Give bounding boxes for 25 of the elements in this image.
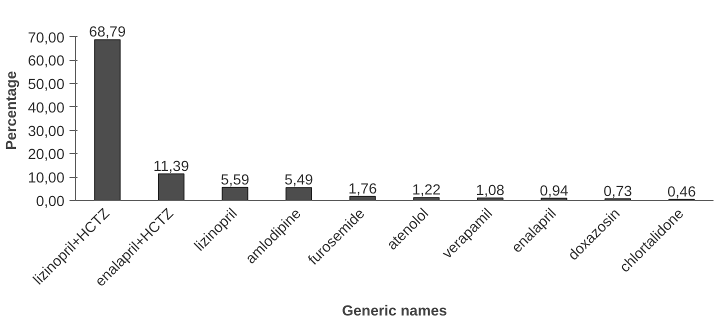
bar xyxy=(222,186,248,200)
y-tick-label: 0,00 xyxy=(36,194,65,210)
data-label: 1,76 xyxy=(348,181,377,198)
bar xyxy=(158,173,184,200)
y-tick-label: 40,00 xyxy=(28,100,65,116)
bar xyxy=(286,187,312,200)
y-tick-label: 10,00 xyxy=(28,170,65,187)
data-label: 1,08 xyxy=(476,182,504,199)
data-label: 0,73 xyxy=(604,184,632,200)
bar xyxy=(413,197,440,200)
data-label: 5,49 xyxy=(284,172,314,189)
y-tick-label: 60,00 xyxy=(28,54,65,70)
x-axis-title: Generic names xyxy=(342,304,448,320)
data-label: 1,22 xyxy=(412,182,441,199)
y-tick-label: 50,00 xyxy=(28,77,65,94)
y-axis-title: Percentage xyxy=(4,70,20,150)
data-label: 0,94 xyxy=(540,183,568,200)
data-label: 5,59 xyxy=(220,172,250,188)
data-label: 11,39 xyxy=(153,158,189,175)
data-label: 68,79 xyxy=(89,24,126,41)
y-tick-label: 70,00 xyxy=(28,30,65,46)
y-tick-label: 20,00 xyxy=(28,147,65,164)
y-tick-label: 30,00 xyxy=(28,124,65,140)
data-label: 0,46 xyxy=(667,184,696,200)
bar xyxy=(94,39,121,200)
